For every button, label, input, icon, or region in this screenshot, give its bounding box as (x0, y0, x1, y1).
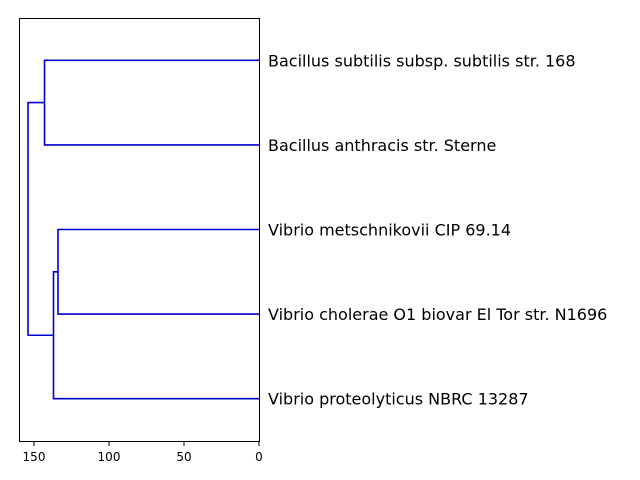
dendrogram-link-m3 (52, 271, 259, 400)
leaf-label: Bacillus subtilis subsp. subtilis str. 1… (268, 51, 576, 70)
x-tick-label: 0 (255, 450, 263, 464)
dendrogram-link-m1 (43, 59, 259, 146)
dendrogram-link-m4 (27, 101, 54, 337)
leaf-labels: Bacillus subtilis subsp. subtilis str. 1… (268, 51, 607, 408)
leaf-label: Vibrio cholerae O1 biovar El Tor str. N1… (268, 305, 607, 324)
x-tick-label: 50 (176, 450, 191, 464)
x-axis-ticks: 150 100 50 0 (23, 441, 263, 464)
x-tick-label: 150 (23, 450, 46, 464)
leaf-label: Bacillus anthracis str. Sterne (268, 136, 496, 155)
leaf-label: Vibrio metschnikovii CIP 69.14 (268, 221, 511, 240)
x-tick-label: 100 (98, 450, 121, 464)
plot-frame (19, 18, 260, 442)
leaf-label: Vibrio proteolyticus NBRC 13287 (268, 390, 529, 409)
dendrogram-links (27, 59, 259, 400)
dendrogram-link-m2 (57, 228, 259, 315)
